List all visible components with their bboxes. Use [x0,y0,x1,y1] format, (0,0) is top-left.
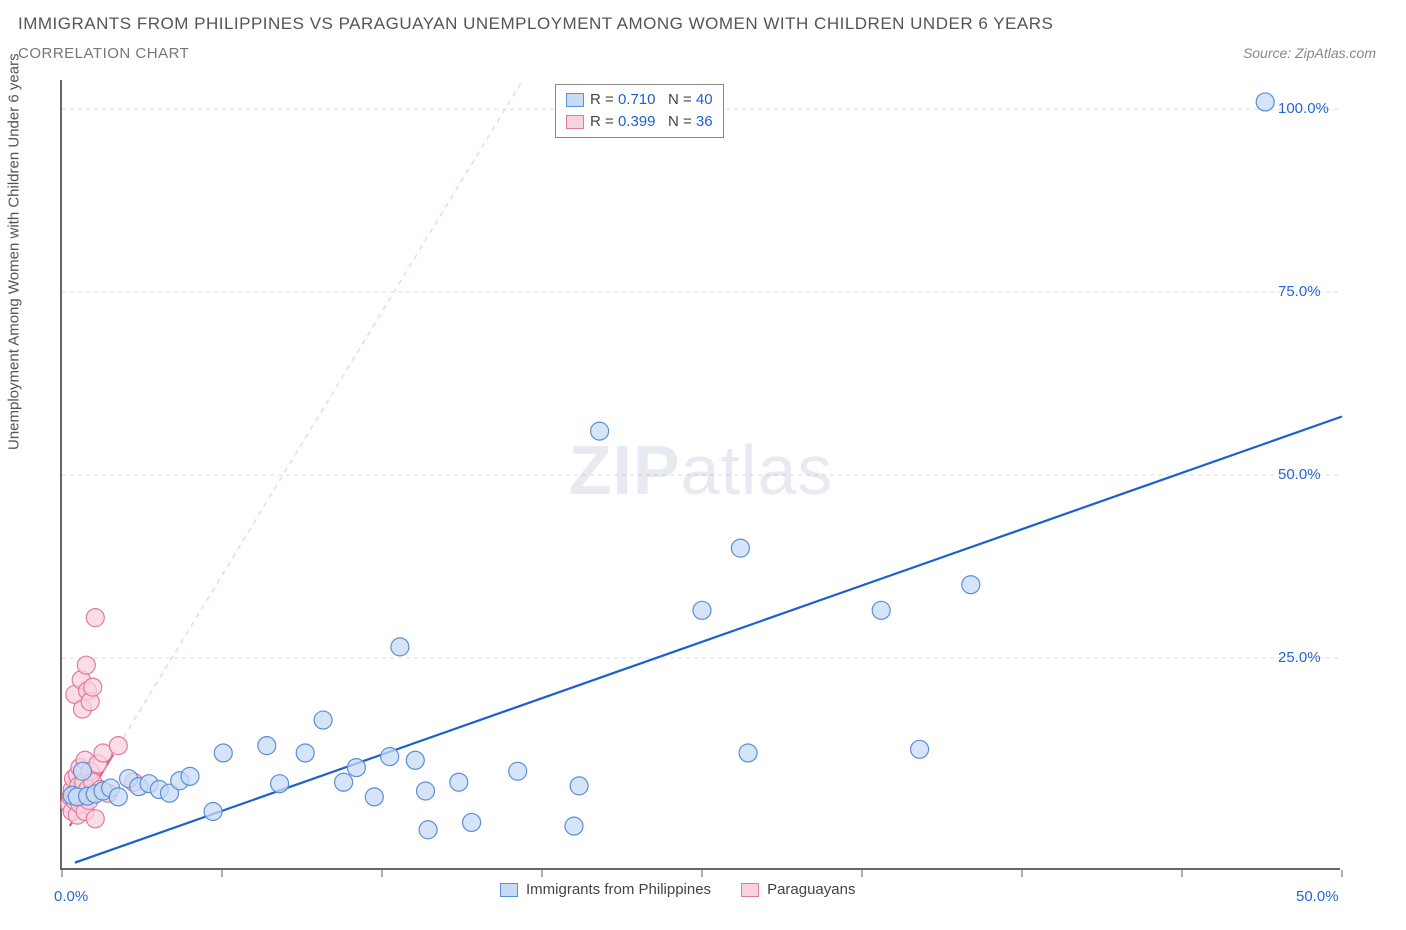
y-tick-label: 100.0% [1278,100,1329,117]
legend-swatch [500,883,518,897]
chart-svg [62,80,1340,868]
y-axis-label: Unemployment Among Women with Children U… [6,53,23,450]
legend-stats-row: R = 0.399 N = 36 [566,111,713,133]
y-tick-label: 75.0% [1278,283,1321,300]
chart-title: IMMIGRANTS FROM PHILIPPINES VS PARAGUAYA… [18,14,1053,34]
legend-stats: R = 0.710 N = 40R = 0.399 N = 36 [555,84,724,138]
legend-series-item: Immigrants from Philippines [500,881,711,898]
x-origin-label: 0.0% [54,888,88,905]
source-label: Source: ZipAtlas.com [1243,45,1376,61]
legend-series-label: Immigrants from Philippines [526,881,711,898]
legend-series-item: Paraguayans [741,881,855,898]
legend-swatch [566,93,584,107]
x-max-label: 50.0% [1296,888,1339,905]
chart-subtitle: CORRELATION CHART [18,45,189,62]
legend-swatch [741,883,759,897]
legend-series-label: Paraguayans [767,881,855,898]
legend-series: Immigrants from Philippines Paraguayans [500,881,855,898]
plot-area: ZIPatlas [60,80,1340,870]
y-tick-label: 25.0% [1278,649,1321,666]
y-tick-label: 50.0% [1278,466,1321,483]
legend-stats-row: R = 0.710 N = 40 [566,89,713,111]
legend-swatch [566,115,584,129]
